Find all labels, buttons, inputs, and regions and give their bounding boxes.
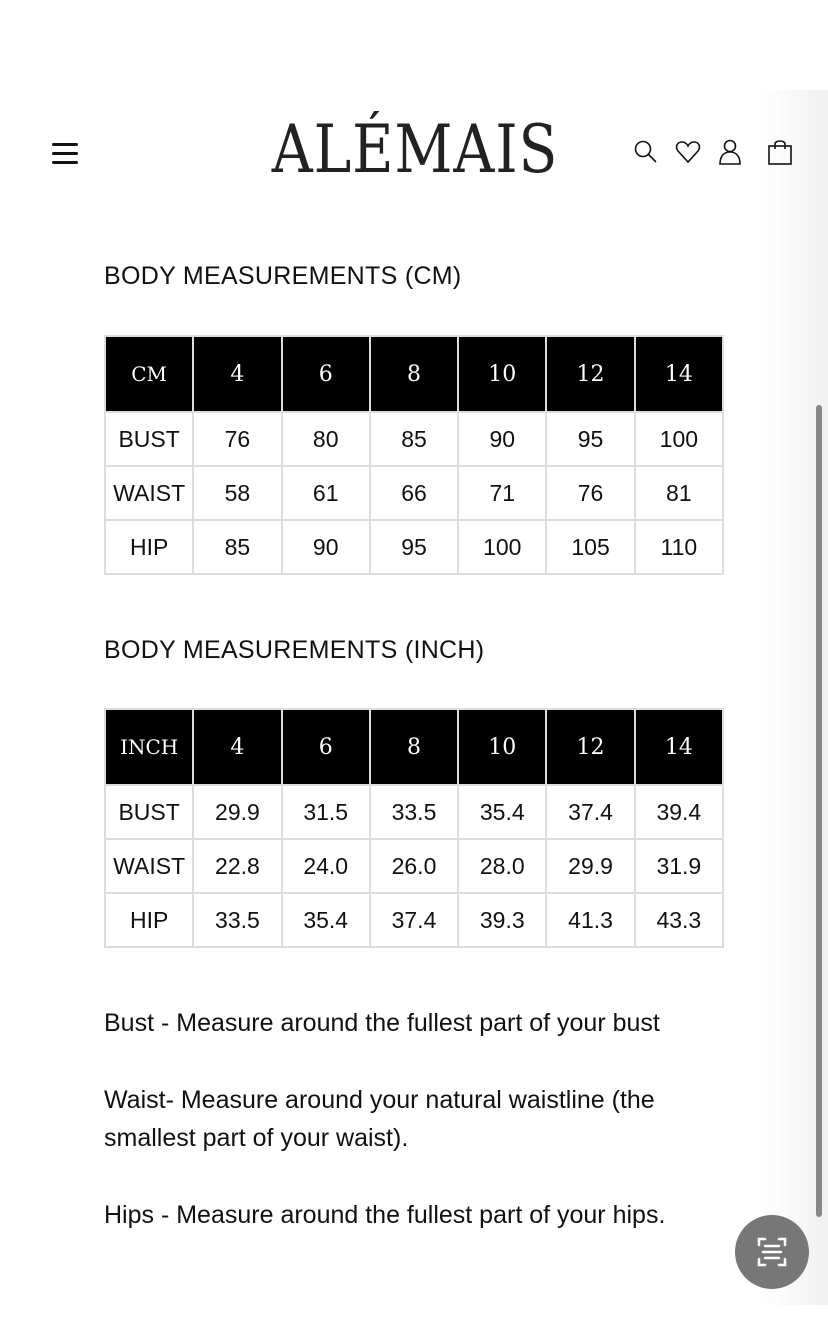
waist-note: Waist- Measure around your natural waist… <box>104 1086 655 1152</box>
table-cell: 105 <box>545 519 636 575</box>
inch-table-title: BODY MEASUREMENTS (INCH) <box>104 636 485 664</box>
table-cell: 66 <box>368 465 460 521</box>
header-cell: 14 <box>633 708 725 786</box>
table-header-row: CM 4 6 8 10 12 14 <box>103 335 725 413</box>
table-cell: 26.0 <box>368 838 460 894</box>
header-cell: 6 <box>280 708 371 786</box>
header-cell: 10 <box>457 335 548 413</box>
table-cell: 35.4 <box>280 892 371 948</box>
table-cell: 29.9 <box>545 838 636 894</box>
header-cell: CM <box>103 335 195 413</box>
scan-text-icon <box>757 1237 787 1267</box>
table-cell: 33.5 <box>192 892 283 948</box>
row-label: WAIST <box>103 838 195 894</box>
table-cell: 22.8 <box>192 838 283 894</box>
inch-size-table: INCH 4 6 8 10 12 14 BUST 29.9 31.5 33.5 35.4 37.4 39… <box>103 708 725 948</box>
header-cell: 4 <box>192 335 283 413</box>
table-cell: 43.3 <box>633 892 725 948</box>
header-cell: INCH <box>103 708 195 786</box>
row-label: HIP <box>103 892 195 948</box>
table-cell: 81 <box>633 465 725 521</box>
table-cell: 85 <box>192 519 283 575</box>
table-cell: 37.4 <box>545 784 636 840</box>
header-cell: 12 <box>545 708 636 786</box>
cm-size-table: CM 4 6 8 10 12 14 BUST 76 80 85 90 95 100 WAIST 58 61 6… <box>103 335 725 575</box>
row-label: WAIST <box>103 465 195 521</box>
bag-icon[interactable] <box>766 138 794 166</box>
header-icons <box>632 138 794 166</box>
header-cell: 14 <box>633 335 725 413</box>
user-icon[interactable] <box>716 138 744 166</box>
table-cell: 37.4 <box>368 892 460 948</box>
menu-icon[interactable] <box>52 143 78 167</box>
search-icon[interactable] <box>632 138 660 166</box>
row-label: BUST <box>103 784 195 840</box>
scan-text-button[interactable] <box>735 1215 809 1289</box>
table-cell: 76 <box>192 411 283 467</box>
table-cell: 58 <box>192 465 283 521</box>
table-cell: 95 <box>368 519 460 575</box>
table-cell: 90 <box>280 519 371 575</box>
header-cell: 12 <box>545 335 636 413</box>
table-cell: 41.3 <box>545 892 636 948</box>
header-cell: 8 <box>368 708 460 786</box>
header-cell: 10 <box>457 708 548 786</box>
table-cell: 95 <box>545 411 636 467</box>
table-cell: 39.3 <box>457 892 548 948</box>
table-cell: 100 <box>457 519 548 575</box>
table-cell: 61 <box>280 465 371 521</box>
table-cell: 100 <box>633 411 725 467</box>
bust-note: Bust - Measure around the fullest part o… <box>104 1009 660 1037</box>
table-row: WAIST 58 61 66 71 76 81 <box>103 465 725 521</box>
table-header-row: INCH 4 6 8 10 12 14 <box>103 708 725 786</box>
header-cell: 8 <box>368 335 460 413</box>
row-label: BUST <box>103 411 195 467</box>
header-cell: 4 <box>192 708 283 786</box>
heart-icon[interactable] <box>674 138 702 166</box>
cm-table-title: BODY MEASUREMENTS (CM) <box>104 262 462 290</box>
table-row: HIP 33.5 35.4 37.4 39.3 41.3 43.3 <box>103 892 725 948</box>
table-cell: 35.4 <box>457 784 548 840</box>
scrollbar[interactable] <box>816 405 822 1217</box>
table-cell: 71 <box>457 465 548 521</box>
table-cell: 31.9 <box>633 838 725 894</box>
table-cell: 24.0 <box>280 838 371 894</box>
table-row: BUST 76 80 85 90 95 100 <box>103 411 725 467</box>
header-cell: 6 <box>280 335 371 413</box>
table-cell: 85 <box>368 411 460 467</box>
table-row: WAIST 22.8 24.0 26.0 28.0 29.9 31.9 <box>103 838 725 894</box>
table-cell: 39.4 <box>633 784 725 840</box>
row-label: HIP <box>103 519 195 575</box>
table-cell: 80 <box>280 411 371 467</box>
table-row: HIP 85 90 95 100 105 110 <box>103 519 725 575</box>
table-cell: 29.9 <box>192 784 283 840</box>
table-cell: 76 <box>545 465 636 521</box>
table-cell: 110 <box>633 519 725 575</box>
hips-note: Hips - Measure around the fullest part o… <box>104 1201 666 1229</box>
table-cell: 31.5 <box>280 784 371 840</box>
table-cell: 28.0 <box>457 838 548 894</box>
brand-logo[interactable]: ALÉMAIS <box>271 111 559 188</box>
table-row: BUST 29.9 31.5 33.5 35.4 37.4 39.4 <box>103 784 725 840</box>
table-cell: 33.5 <box>368 784 460 840</box>
table-cell: 90 <box>457 411 548 467</box>
